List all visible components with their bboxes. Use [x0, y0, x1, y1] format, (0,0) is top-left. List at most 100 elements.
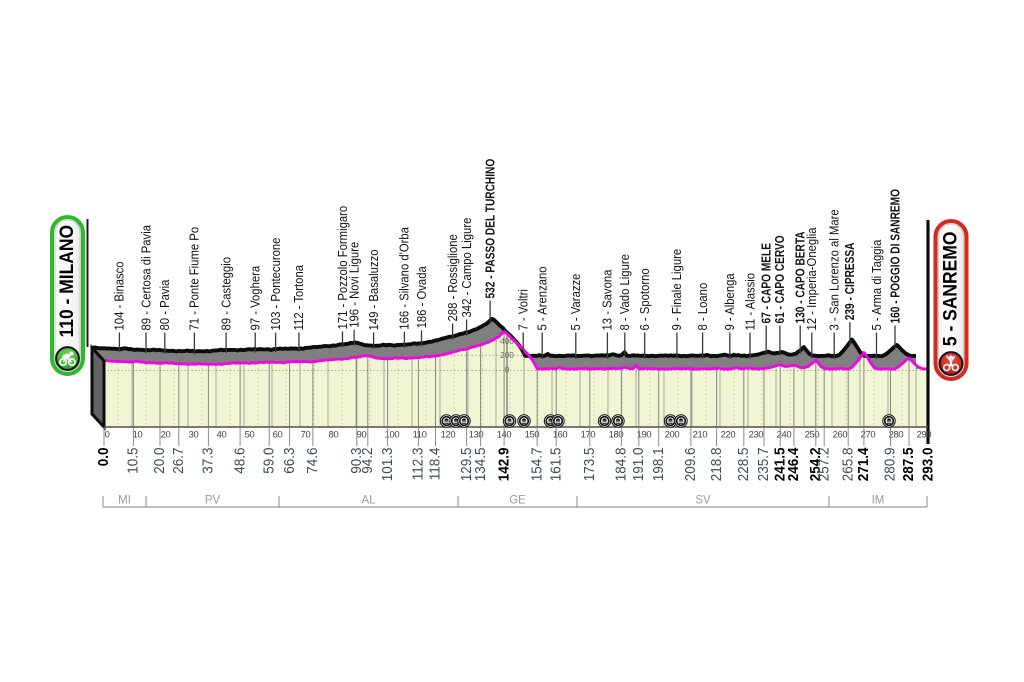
svg-text:74.6: 74.6	[304, 447, 321, 473]
svg-text:6 - Spotorno: 6 - Spotorno	[637, 268, 652, 330]
svg-text:160: 160	[553, 429, 568, 440]
svg-text:100: 100	[385, 429, 400, 440]
svg-text:240: 240	[777, 429, 792, 440]
svg-text:166 - Silvano d'Orba: 166 - Silvano d'Orba	[397, 227, 412, 330]
svg-text:89 - Certosa di Pavia: 89 - Certosa di Pavia	[139, 225, 154, 331]
svg-text:154.7: 154.7	[529, 447, 546, 481]
svg-text:8 - Vado Ligure: 8 - Vado Ligure	[617, 254, 632, 331]
svg-text:149 - Basaluzzo: 149 - Basaluzzo	[366, 249, 381, 330]
svg-text:90: 90	[357, 429, 367, 440]
svg-text:287.5: 287.5	[901, 447, 918, 481]
svg-text:67 - CAPO MELE: 67 - CAPO MELE	[759, 243, 773, 324]
svg-text:257.2: 257.2	[816, 447, 833, 481]
svg-text:11 - Alassio: 11 - Alassio	[743, 273, 758, 331]
svg-text:MI: MI	[118, 495, 131, 507]
svg-text:129.5: 129.5	[458, 447, 475, 481]
svg-text:290: 290	[917, 429, 932, 440]
svg-text:5 - SANREMO: 5 - SANREMO	[939, 232, 961, 347]
svg-text:134.5: 134.5	[472, 447, 489, 481]
svg-text:190: 190	[637, 429, 652, 440]
svg-text:3 - San Lorenzo al Mare: 3 - San Lorenzo al Mare	[827, 209, 842, 330]
svg-text:342 - Campo Ligure: 342 - Campo Ligure	[459, 217, 474, 317]
svg-text:80: 80	[329, 429, 339, 440]
svg-text:241.5: 241.5	[772, 447, 789, 481]
svg-text:13 - Savona: 13 - Savona	[600, 269, 615, 330]
svg-text:PV: PV	[205, 495, 221, 507]
svg-text:0: 0	[505, 365, 510, 374]
svg-text:191.0: 191.0	[630, 447, 647, 481]
svg-text:171 - Pozzolo Formigaro: 171 - Pozzolo Formigaro	[335, 206, 350, 330]
svg-text:5 - Arenzano: 5 - Arenzano	[535, 266, 550, 330]
svg-text:161.5: 161.5	[548, 447, 565, 481]
svg-text:280.9: 280.9	[882, 447, 899, 481]
svg-text:30: 30	[189, 429, 199, 440]
svg-text:20: 20	[161, 429, 171, 440]
svg-text:GE: GE	[509, 495, 526, 507]
svg-text:89 - Casteggio: 89 - Casteggio	[219, 257, 234, 331]
svg-text:110 - MILANO: 110 - MILANO	[55, 225, 77, 338]
svg-text:265.8: 265.8	[840, 447, 857, 481]
svg-text:150: 150	[525, 429, 540, 440]
svg-text:IM: IM	[872, 495, 885, 507]
svg-text:9 - Albenga: 9 - Albenga	[722, 273, 737, 330]
svg-text:71 - Ponte Fiume Po: 71 - Ponte Fiume Po	[187, 227, 202, 331]
svg-text:8 - Loano: 8 - Loano	[695, 283, 710, 331]
svg-text:104 - Binasco: 104 - Binasco	[112, 261, 127, 330]
svg-text:112 - Tortona: 112 - Tortona	[291, 265, 306, 331]
svg-text:170: 170	[581, 429, 596, 440]
svg-text:10.5: 10.5	[125, 447, 142, 473]
svg-text:20.0: 20.0	[152, 447, 169, 473]
svg-text:130: 130	[469, 429, 484, 440]
svg-text:37.3: 37.3	[200, 447, 217, 473]
svg-text:97 - Voghera: 97 - Voghera	[248, 266, 263, 331]
svg-text:90.3: 90.3	[348, 447, 365, 473]
svg-text:250: 250	[805, 429, 820, 440]
svg-text:230: 230	[749, 429, 764, 440]
svg-text:228.5: 228.5	[735, 447, 752, 481]
svg-text:173.5: 173.5	[581, 447, 598, 481]
svg-text:60: 60	[273, 429, 283, 440]
svg-text:0.0: 0.0	[96, 447, 113, 466]
svg-text:66.3: 66.3	[281, 447, 298, 473]
svg-text:130 - CAPO BERTA: 130 - CAPO BERTA	[793, 231, 807, 324]
svg-text:7 - Voltri: 7 - Voltri	[516, 289, 531, 330]
svg-text:0: 0	[105, 429, 110, 440]
svg-text:59.0: 59.0	[261, 447, 278, 473]
svg-text:160 - POGGIO DI SANREMO: 160 - POGGIO DI SANREMO	[888, 189, 902, 323]
svg-text:186 - Ovada: 186 - Ovada	[414, 266, 429, 328]
svg-text:200: 200	[500, 351, 514, 360]
svg-text:SV: SV	[695, 495, 711, 507]
svg-text:293.0: 293.0	[920, 447, 937, 481]
svg-text:210: 210	[693, 429, 708, 440]
svg-text:235.7: 235.7	[756, 447, 773, 481]
svg-text:400: 400	[500, 337, 514, 346]
svg-text:218.8: 218.8	[708, 447, 725, 481]
svg-text:94.2: 94.2	[359, 447, 376, 473]
svg-text:9 - Finale Ligure: 9 - Finale Ligure	[669, 249, 684, 331]
svg-text:532 - PASSO DEL TURCHINO: 532 - PASSO DEL TURCHINO	[483, 159, 497, 299]
svg-text:50: 50	[245, 429, 255, 440]
svg-text:196 - Novi Ligure: 196 - Novi Ligure	[347, 242, 362, 328]
svg-text:101.3: 101.3	[379, 447, 396, 481]
svg-text:48.6: 48.6	[232, 447, 249, 473]
svg-text:184.8: 184.8	[613, 447, 630, 481]
svg-text:120: 120	[441, 429, 456, 440]
svg-text:5 - Arma di Taggia: 5 - Arma di Taggia	[869, 239, 884, 330]
svg-text:26.7: 26.7	[170, 447, 187, 473]
svg-text:5 - Varazze: 5 - Varazze	[568, 273, 583, 330]
svg-text:70: 70	[301, 429, 311, 440]
svg-text:61 - CAPO CERVO: 61 - CAPO CERVO	[773, 235, 787, 323]
svg-text:112.3: 112.3	[410, 447, 427, 480]
svg-text:271.4: 271.4	[855, 447, 872, 481]
svg-text:AL: AL	[361, 495, 376, 507]
svg-text:209.6: 209.6	[682, 447, 699, 481]
svg-text:180: 180	[609, 429, 624, 440]
svg-text:198.1: 198.1	[650, 447, 667, 481]
svg-text:239 - CIPRESSA: 239 - CIPRESSA	[843, 242, 857, 320]
svg-text:10: 10	[133, 429, 143, 440]
svg-text:270: 270	[861, 429, 876, 440]
svg-text:288 - Rossiglione: 288 - Rossiglione	[445, 234, 460, 322]
svg-text:254.2: 254.2	[807, 447, 824, 481]
svg-text:40: 40	[217, 429, 227, 440]
svg-text:118.4: 118.4	[427, 447, 444, 480]
